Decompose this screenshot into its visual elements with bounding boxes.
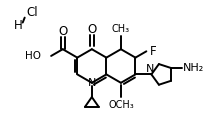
Text: O: O (87, 22, 96, 36)
Text: F: F (150, 45, 157, 58)
Text: CH₃: CH₃ (112, 24, 130, 34)
Text: O: O (58, 25, 67, 38)
Text: OCH₃: OCH₃ (108, 100, 134, 110)
Text: Cl: Cl (27, 6, 38, 19)
Text: H: H (13, 19, 22, 32)
Text: HO: HO (25, 51, 41, 61)
Text: N: N (88, 78, 96, 88)
Text: NH₂: NH₂ (183, 63, 204, 73)
Text: N: N (146, 65, 154, 74)
